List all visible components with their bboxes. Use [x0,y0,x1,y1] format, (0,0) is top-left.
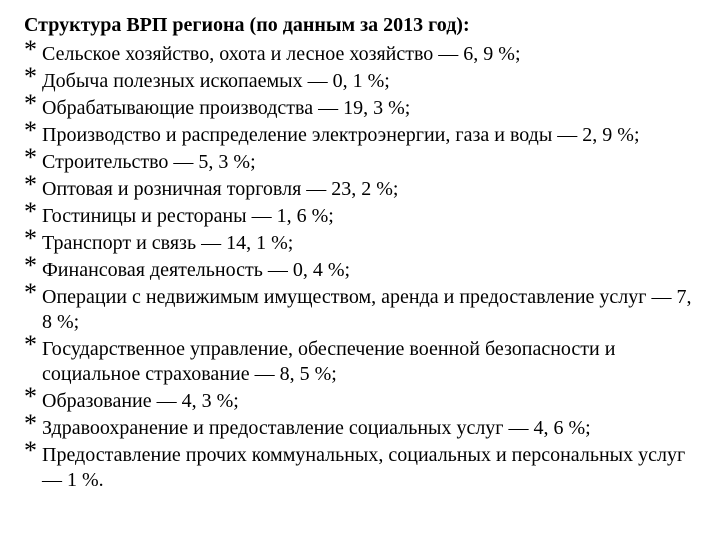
list-item: *Производство и распределение электроэне… [24,123,692,148]
list-item: *Сельское хозяйство, охота и лесное хозя… [24,42,692,67]
list-item-text: Оптовая и розничная торговля — 23, 2 %; [42,178,398,200]
items-list: *Сельское хозяйство, охота и лесное хозя… [24,42,692,493]
list-item: *Строительство — 5, 3 %; [24,150,692,175]
asterisk-icon: * [24,145,37,171]
asterisk-icon: * [24,37,37,63]
list-item: *Здравоохранение и предоставление социал… [24,416,692,441]
list-item-text: Обрабатывающие производства — 19, 3 %; [42,97,410,119]
list-item-text: Государственное управление, обеспечение … [42,338,615,385]
list-item-text: Сельское хозяйство, охота и лесное хозяй… [42,43,521,65]
list-item-text: Гостиницы и рестораны — 1, 6 %; [42,205,334,227]
asterisk-icon: * [24,280,37,306]
asterisk-icon: * [24,253,37,279]
list-item-text: Строительство — 5, 3 %; [42,151,256,173]
list-item-text: Транспорт и связь — 14, 1 %; [42,232,293,254]
slide-container: Структура ВРП региона (по данным за 2013… [0,0,720,540]
asterisk-icon: * [24,438,37,464]
list-item-text: Производство и распределение электроэнер… [42,124,640,146]
asterisk-icon: * [24,91,37,117]
list-item: *Государственное управление, обеспечение… [24,337,692,387]
list-item-text: Образование — 4, 3 %; [42,390,239,412]
list-item: *Финансовая деятельность — 0, 4 %; [24,258,692,283]
list-item: *Предоставление прочих коммунальных, соц… [24,443,692,493]
list-item: *Операции с недвижимым имуществом, аренд… [24,285,692,335]
list-item-text: Операции с недвижимым имуществом, аренда… [42,286,691,333]
list-item: *Образование — 4, 3 %; [24,389,692,414]
list-item: *Оптовая и розничная торговля — 23, 2 %; [24,177,692,202]
asterisk-icon: * [24,199,37,225]
asterisk-icon: * [24,411,37,437]
slide-title: Структура ВРП региона (по данным за 2013… [24,12,692,38]
list-item-text: Финансовая деятельность — 0, 4 %; [42,259,350,281]
list-item-text: Здравоохранение и предоставление социаль… [42,417,591,439]
asterisk-icon: * [24,332,37,358]
list-item-text: Предоставление прочих коммунальных, соци… [42,444,685,491]
asterisk-icon: * [24,384,37,410]
asterisk-icon: * [24,118,37,144]
list-item: *Добыча полезных ископаемых — 0, 1 %; [24,69,692,94]
list-item-text: Добыча полезных ископаемых — 0, 1 %; [42,70,390,92]
list-item: *Обрабатывающие производства — 19, 3 %; [24,96,692,121]
asterisk-icon: * [24,64,37,90]
asterisk-icon: * [24,172,37,198]
list-item: *Гостиницы и рестораны — 1, 6 %; [24,204,692,229]
list-item: *Транспорт и связь — 14, 1 %; [24,231,692,256]
asterisk-icon: * [24,226,37,252]
